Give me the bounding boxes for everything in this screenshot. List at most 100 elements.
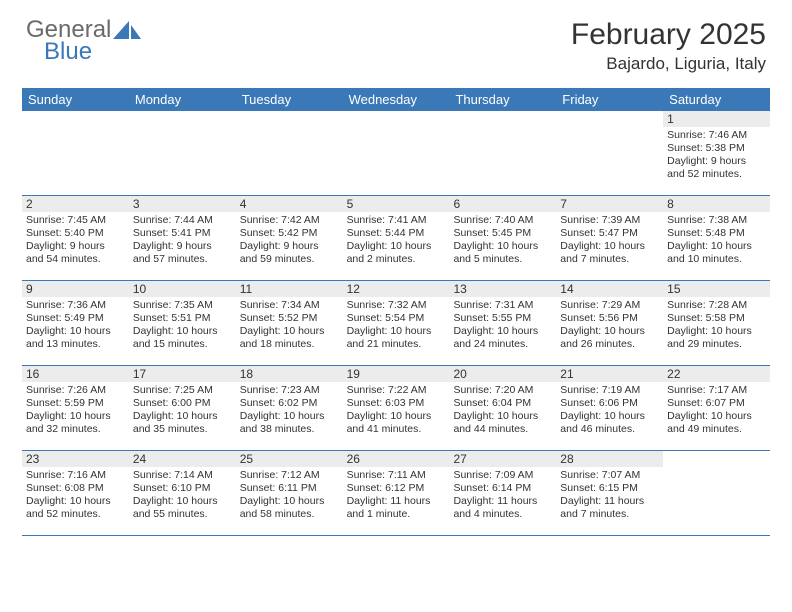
daylight1-text: Daylight: 10 hours — [560, 410, 659, 423]
daylight2-text: and 18 minutes. — [240, 338, 339, 351]
sunrise-text: Sunrise: 7:42 AM — [240, 214, 339, 227]
daylight2-text: and 59 minutes. — [240, 253, 339, 266]
cell-body: Sunrise: 7:14 AMSunset: 6:10 PMDaylight:… — [129, 467, 236, 526]
sunrise-text: Sunrise: 7:12 AM — [240, 469, 339, 482]
cell-body: Sunrise: 7:28 AMSunset: 5:58 PMDaylight:… — [663, 297, 770, 356]
day-number: 10 — [129, 281, 236, 297]
daylight2-text: and 49 minutes. — [667, 423, 766, 436]
daylight2-text: and 26 minutes. — [560, 338, 659, 351]
daylight1-text: Daylight: 10 hours — [240, 325, 339, 338]
daylight1-text: Daylight: 9 hours — [26, 240, 125, 253]
sunrise-text: Sunrise: 7:16 AM — [26, 469, 125, 482]
calendar-cell: 20Sunrise: 7:20 AMSunset: 6:04 PMDayligh… — [449, 366, 556, 450]
cell-body: Sunrise: 7:20 AMSunset: 6:04 PMDaylight:… — [449, 382, 556, 441]
sunrise-text: Sunrise: 7:14 AM — [133, 469, 232, 482]
sunrise-text: Sunrise: 7:35 AM — [133, 299, 232, 312]
daylight2-text: and 32 minutes. — [26, 423, 125, 436]
daylight2-text: and 44 minutes. — [453, 423, 552, 436]
calendar-cell: 15Sunrise: 7:28 AMSunset: 5:58 PMDayligh… — [663, 281, 770, 365]
sunrise-text: Sunrise: 7:20 AM — [453, 384, 552, 397]
calendar-cell: 16Sunrise: 7:26 AMSunset: 5:59 PMDayligh… — [22, 366, 129, 450]
calendar-cell: 7Sunrise: 7:39 AMSunset: 5:47 PMDaylight… — [556, 196, 663, 280]
daylight2-text: and 7 minutes. — [560, 508, 659, 521]
weekday-label: Sunday — [22, 88, 129, 111]
day-number: 27 — [449, 451, 556, 467]
daylight1-text: Daylight: 9 hours — [667, 155, 766, 168]
day-number: 3 — [129, 196, 236, 212]
day-number: 9 — [22, 281, 129, 297]
day-number: 26 — [343, 451, 450, 467]
daylight1-text: Daylight: 10 hours — [26, 495, 125, 508]
daylight2-text: and 29 minutes. — [667, 338, 766, 351]
calendar-cell: 21Sunrise: 7:19 AMSunset: 6:06 PMDayligh… — [556, 366, 663, 450]
cell-body: Sunrise: 7:39 AMSunset: 5:47 PMDaylight:… — [556, 212, 663, 271]
day-number: 2 — [22, 196, 129, 212]
daylight2-text: and 10 minutes. — [667, 253, 766, 266]
sunset-text: Sunset: 6:07 PM — [667, 397, 766, 410]
daylight2-text: and 35 minutes. — [133, 423, 232, 436]
sunset-text: Sunset: 6:04 PM — [453, 397, 552, 410]
day-number: 5 — [343, 196, 450, 212]
calendar-cell-empty — [663, 451, 770, 535]
cell-body: Sunrise: 7:44 AMSunset: 5:41 PMDaylight:… — [129, 212, 236, 271]
calendar-cell: 5Sunrise: 7:41 AMSunset: 5:44 PMDaylight… — [343, 196, 450, 280]
calendar-cell-empty — [22, 111, 129, 195]
calendar-cell-empty — [556, 111, 663, 195]
sunset-text: Sunset: 5:51 PM — [133, 312, 232, 325]
sunrise-text: Sunrise: 7:17 AM — [667, 384, 766, 397]
daylight2-text: and 13 minutes. — [26, 338, 125, 351]
cell-body: Sunrise: 7:36 AMSunset: 5:49 PMDaylight:… — [22, 297, 129, 356]
sunrise-text: Sunrise: 7:07 AM — [560, 469, 659, 482]
daylight1-text: Daylight: 10 hours — [133, 325, 232, 338]
calendar-cell-empty — [236, 111, 343, 195]
calendar-cell: 14Sunrise: 7:29 AMSunset: 5:56 PMDayligh… — [556, 281, 663, 365]
calendar-cell: 6Sunrise: 7:40 AMSunset: 5:45 PMDaylight… — [449, 196, 556, 280]
sunrise-text: Sunrise: 7:19 AM — [560, 384, 659, 397]
sunrise-text: Sunrise: 7:40 AM — [453, 214, 552, 227]
weekday-label: Saturday — [663, 88, 770, 111]
daylight1-text: Daylight: 10 hours — [667, 240, 766, 253]
daylight1-text: Daylight: 10 hours — [347, 325, 446, 338]
calendar-row: 9Sunrise: 7:36 AMSunset: 5:49 PMDaylight… — [22, 281, 770, 366]
sunrise-text: Sunrise: 7:38 AM — [667, 214, 766, 227]
day-number — [449, 111, 556, 127]
weekday-label: Wednesday — [343, 88, 450, 111]
daylight1-text: Daylight: 10 hours — [240, 495, 339, 508]
cell-body: Sunrise: 7:09 AMSunset: 6:14 PMDaylight:… — [449, 467, 556, 526]
daylight1-text: Daylight: 11 hours — [347, 495, 446, 508]
cell-body: Sunrise: 7:25 AMSunset: 6:00 PMDaylight:… — [129, 382, 236, 441]
calendar-cell: 25Sunrise: 7:12 AMSunset: 6:11 PMDayligh… — [236, 451, 343, 535]
calendar: SundayMondayTuesdayWednesdayThursdayFrid… — [22, 88, 770, 536]
sunrise-text: Sunrise: 7:39 AM — [560, 214, 659, 227]
sunset-text: Sunset: 5:58 PM — [667, 312, 766, 325]
calendar-row: 2Sunrise: 7:45 AMSunset: 5:40 PMDaylight… — [22, 196, 770, 281]
calendar-cell: 9Sunrise: 7:36 AMSunset: 5:49 PMDaylight… — [22, 281, 129, 365]
calendar-cell: 13Sunrise: 7:31 AMSunset: 5:55 PMDayligh… — [449, 281, 556, 365]
day-number: 6 — [449, 196, 556, 212]
calendar-cell: 28Sunrise: 7:07 AMSunset: 6:15 PMDayligh… — [556, 451, 663, 535]
daylight1-text: Daylight: 10 hours — [347, 410, 446, 423]
calendar-row: 16Sunrise: 7:26 AMSunset: 5:59 PMDayligh… — [22, 366, 770, 451]
calendar-cell: 24Sunrise: 7:14 AMSunset: 6:10 PMDayligh… — [129, 451, 236, 535]
cell-body: Sunrise: 7:46 AMSunset: 5:38 PMDaylight:… — [663, 127, 770, 186]
title-block: February 2025 Bajardo, Liguria, Italy — [571, 18, 766, 74]
location-subtitle: Bajardo, Liguria, Italy — [571, 54, 766, 74]
day-number — [343, 111, 450, 127]
sunset-text: Sunset: 5:54 PM — [347, 312, 446, 325]
daylight1-text: Daylight: 10 hours — [560, 240, 659, 253]
cell-body: Sunrise: 7:34 AMSunset: 5:52 PMDaylight:… — [236, 297, 343, 356]
calendar-cell-empty — [343, 111, 450, 195]
daylight1-text: Daylight: 10 hours — [133, 495, 232, 508]
sunrise-text: Sunrise: 7:25 AM — [133, 384, 232, 397]
daylight1-text: Daylight: 9 hours — [133, 240, 232, 253]
sunset-text: Sunset: 6:10 PM — [133, 482, 232, 495]
sunrise-text: Sunrise: 7:34 AM — [240, 299, 339, 312]
sunset-text: Sunset: 5:55 PM — [453, 312, 552, 325]
sunset-text: Sunset: 5:49 PM — [26, 312, 125, 325]
sunset-text: Sunset: 5:45 PM — [453, 227, 552, 240]
day-number — [236, 111, 343, 127]
daylight2-text: and 38 minutes. — [240, 423, 339, 436]
cell-body: Sunrise: 7:12 AMSunset: 6:11 PMDaylight:… — [236, 467, 343, 526]
sunrise-text: Sunrise: 7:41 AM — [347, 214, 446, 227]
sunset-text: Sunset: 6:00 PM — [133, 397, 232, 410]
